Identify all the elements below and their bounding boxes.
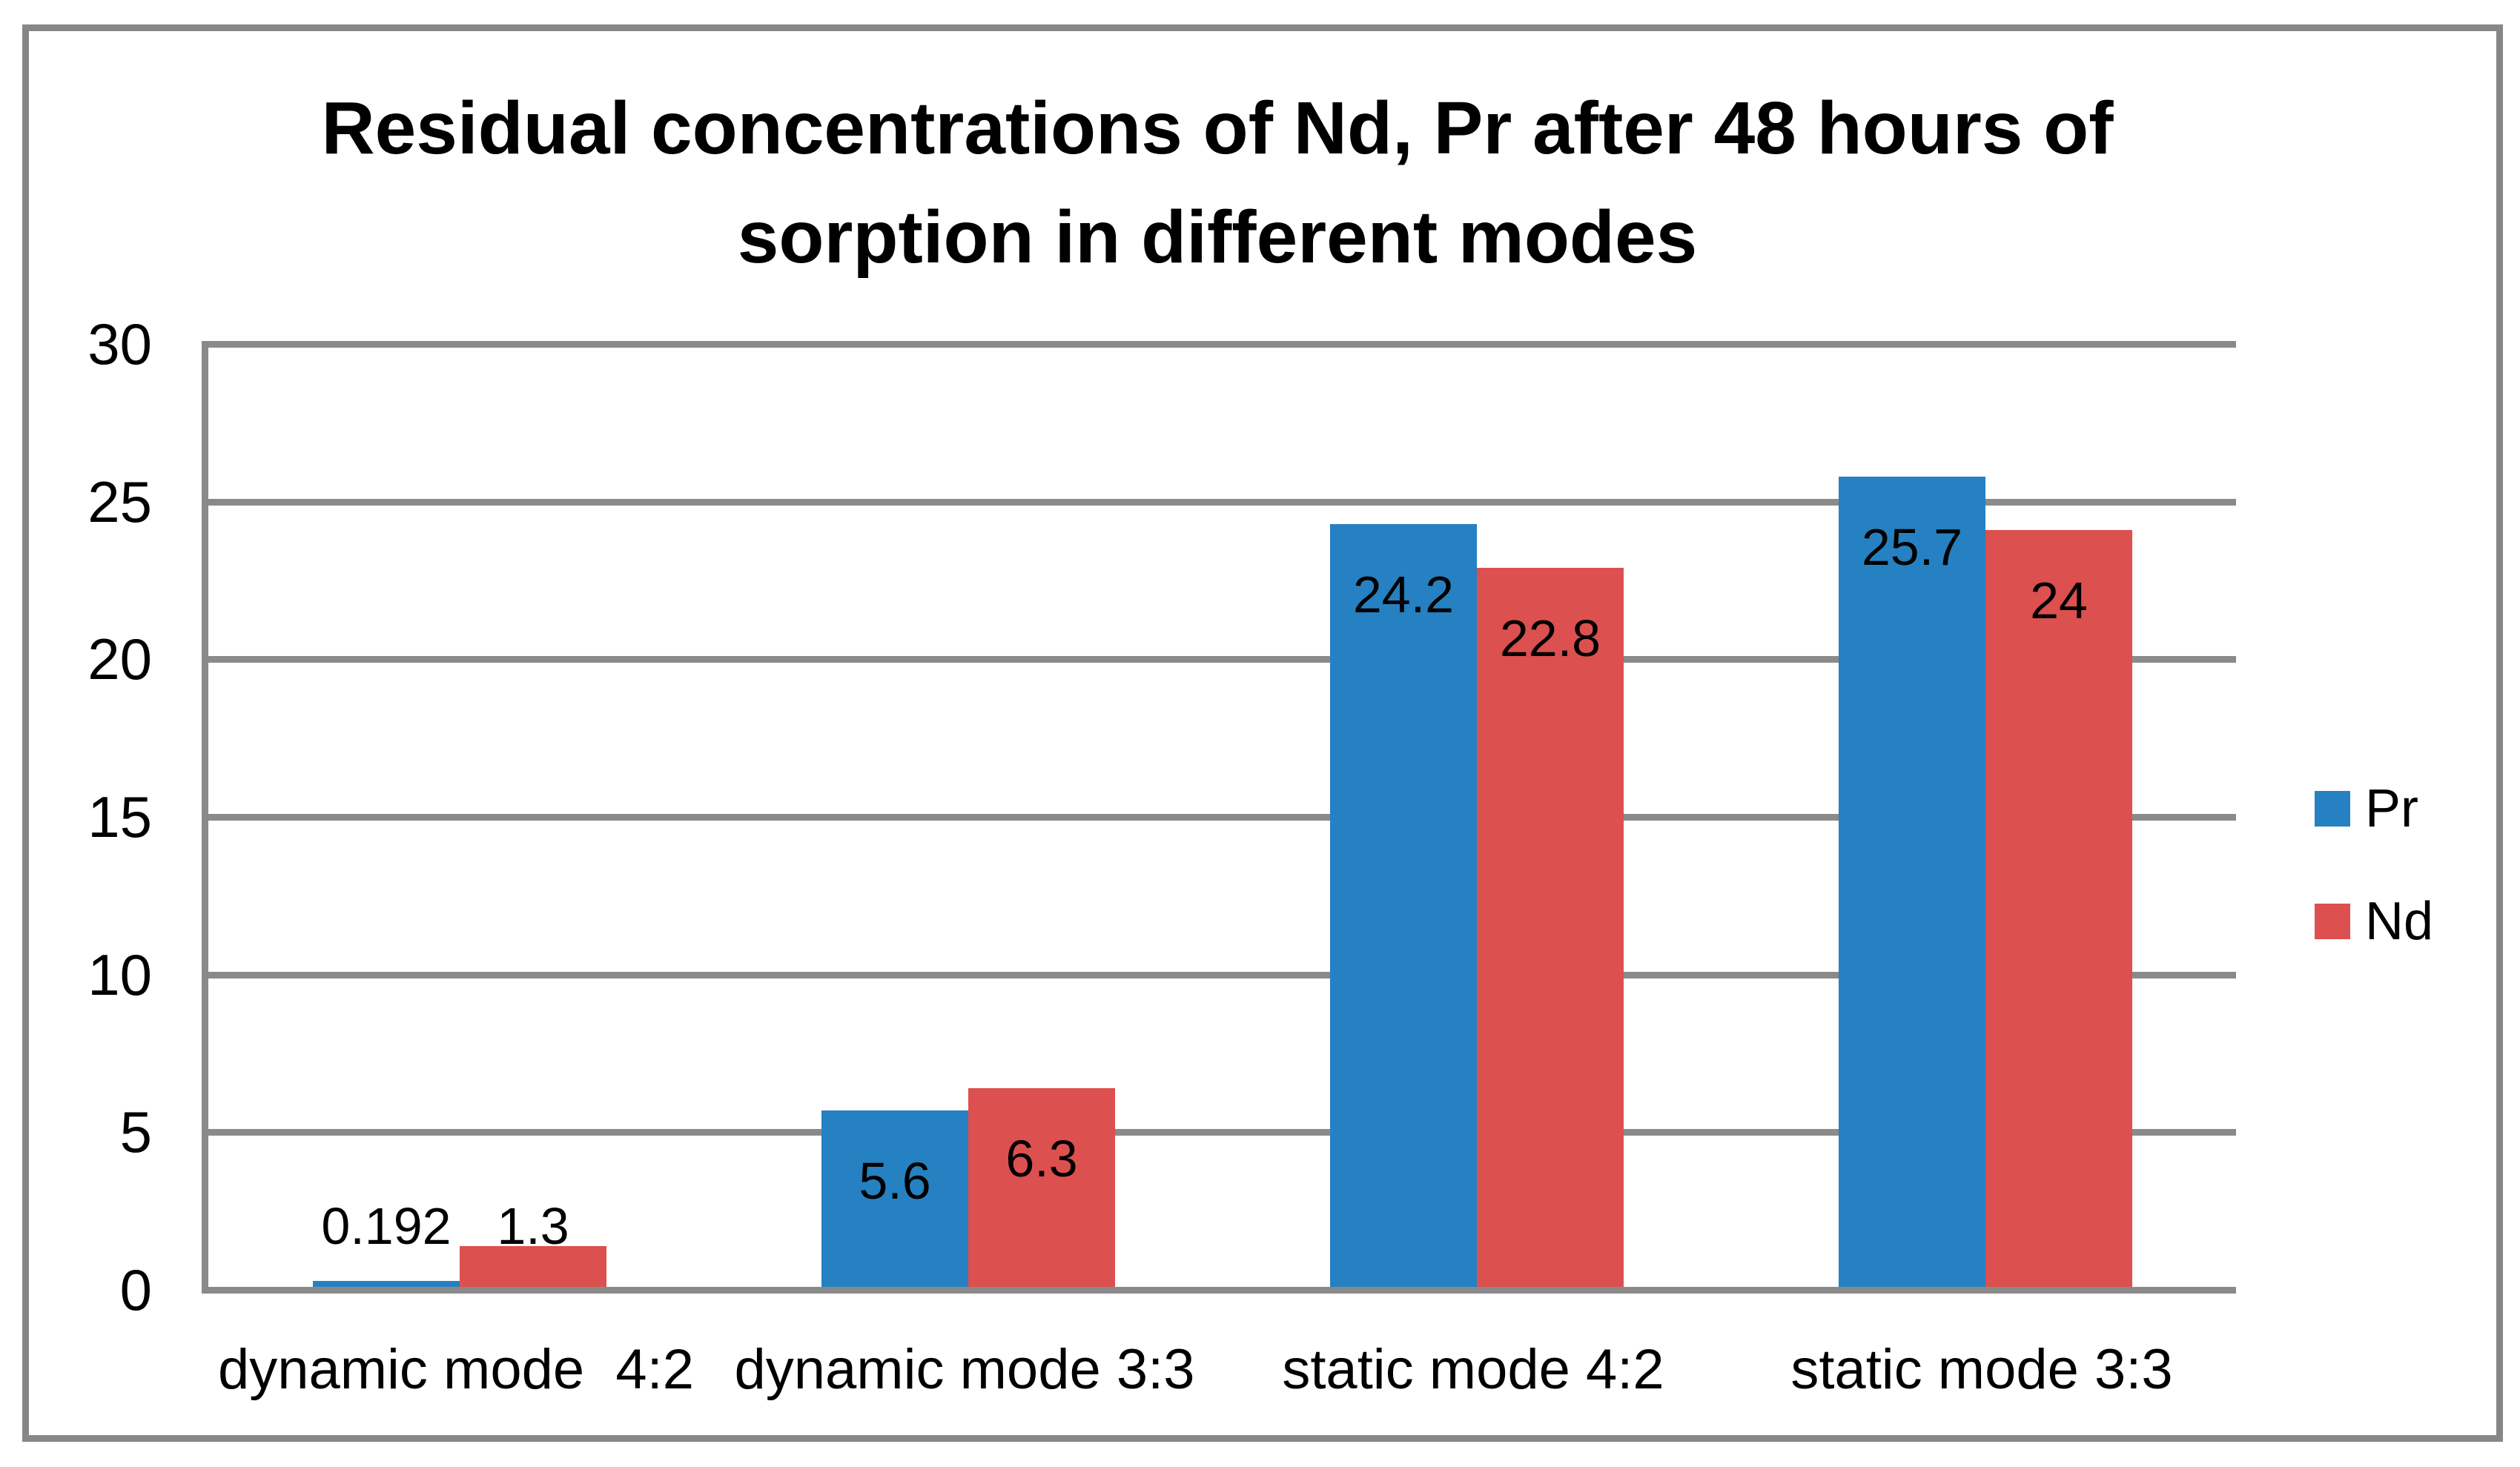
chart-title-line-2: sorption in different modes bbox=[737, 196, 1698, 279]
x-tick-label-4: static mode 3:3 bbox=[1790, 1338, 2173, 1401]
value-label-pr-4: 25.7 bbox=[1861, 517, 1963, 576]
x-tick-label-3: static mode 4:2 bbox=[1282, 1338, 1664, 1401]
y-tick-label-20: 20 bbox=[87, 626, 152, 692]
x-tick-label-2: dynamic mode 3:3 bbox=[734, 1338, 1195, 1401]
legend-swatch-pr bbox=[2315, 791, 2350, 827]
gridline-y-15 bbox=[202, 814, 2236, 821]
bar-pr-2 bbox=[821, 1110, 968, 1287]
gridline-y-10 bbox=[202, 971, 2236, 978]
y-tick-label-15: 15 bbox=[87, 784, 152, 850]
gridline-y-30 bbox=[202, 341, 2236, 348]
bar-pr-3 bbox=[1330, 523, 1477, 1287]
gridline-y-5 bbox=[202, 1129, 2236, 1136]
bar-nd-2 bbox=[968, 1088, 1115, 1287]
chart-title-line-1: Residual concentrations of Nd, Pr after … bbox=[321, 87, 2114, 170]
bar-nd-4 bbox=[1985, 530, 2132, 1287]
x-tick-label-1: dynamic mode 4:2 bbox=[217, 1338, 695, 1401]
value-label-nd-1: 1.3 bbox=[497, 1196, 569, 1255]
gridline-y-25 bbox=[202, 498, 2236, 506]
legend-swatch-nd bbox=[2315, 904, 2350, 939]
bar-nd-1 bbox=[460, 1245, 606, 1287]
value-label-nd-4: 24 bbox=[2030, 572, 2088, 630]
y-tick-label-5: 5 bbox=[119, 1099, 152, 1165]
legend-label-pr: Pr bbox=[2365, 779, 2418, 838]
bar-pr-4 bbox=[1839, 476, 1985, 1287]
chart-title: Residual concentrations of Nd, Pr after … bbox=[235, 74, 2200, 292]
y-axis-line bbox=[202, 341, 208, 1294]
bar-nd-3 bbox=[1477, 568, 1624, 1287]
value-label-pr-3: 24.2 bbox=[1352, 565, 1455, 623]
bar-pr-1 bbox=[313, 1280, 460, 1287]
value-label-nd-3: 22.8 bbox=[1499, 609, 1601, 668]
value-label-pr-1: 0.192 bbox=[321, 1196, 452, 1255]
y-tick-label-10: 10 bbox=[87, 941, 152, 1007]
y-tick-label-30: 30 bbox=[87, 311, 152, 377]
y-tick-label-25: 25 bbox=[87, 468, 152, 534]
value-label-nd-2: 6.3 bbox=[1005, 1130, 1078, 1188]
value-label-pr-2: 5.6 bbox=[859, 1151, 931, 1210]
y-tick-label-0: 0 bbox=[119, 1257, 152, 1322]
gridline-y-20 bbox=[202, 656, 2236, 663]
legend-label-nd: Nd bbox=[2365, 892, 2434, 951]
gridline-y-0 bbox=[202, 1287, 2236, 1294]
